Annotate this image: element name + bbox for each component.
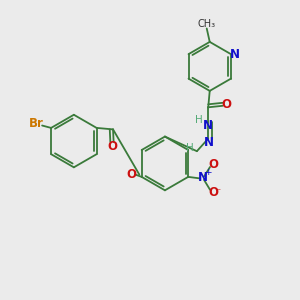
- Text: +: +: [204, 169, 212, 178]
- Text: N: N: [203, 119, 213, 132]
- Text: O: O: [107, 140, 117, 153]
- Text: N: N: [230, 48, 239, 61]
- Text: O: O: [208, 158, 218, 171]
- Text: O: O: [222, 98, 232, 111]
- Text: CH₃: CH₃: [198, 19, 216, 29]
- Text: O: O: [208, 186, 218, 199]
- Text: H: H: [186, 143, 194, 153]
- Text: ⁻: ⁻: [216, 187, 221, 197]
- Text: Br: Br: [29, 117, 44, 130]
- Text: N: N: [204, 136, 214, 149]
- Text: H: H: [195, 115, 203, 125]
- Text: O: O: [126, 168, 136, 181]
- Text: N: N: [198, 171, 208, 184]
